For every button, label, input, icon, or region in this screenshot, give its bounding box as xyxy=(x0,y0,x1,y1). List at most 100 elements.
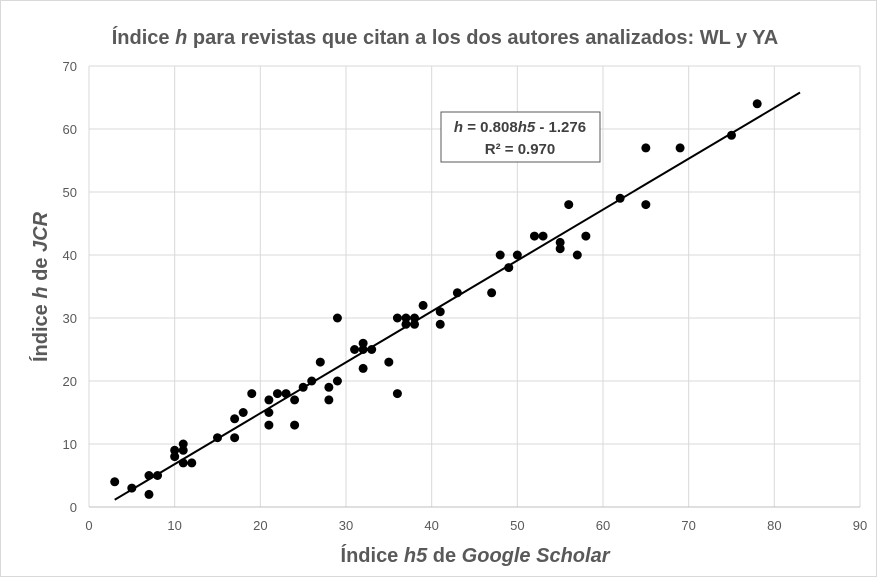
point xyxy=(555,237,565,247)
x-tick-label: 70 xyxy=(681,518,695,533)
point xyxy=(487,288,497,298)
point xyxy=(529,231,539,241)
point xyxy=(752,99,762,109)
point xyxy=(272,389,282,399)
label-part: Índice xyxy=(341,544,404,567)
x-tick-label: 90 xyxy=(853,518,867,533)
point xyxy=(435,307,445,317)
point xyxy=(264,420,274,430)
point xyxy=(358,338,368,348)
point xyxy=(170,445,180,455)
point xyxy=(538,231,548,241)
label-part: Índice xyxy=(29,299,52,362)
point xyxy=(290,395,300,405)
label-part: de xyxy=(427,545,461,567)
point xyxy=(401,319,411,329)
point xyxy=(213,433,222,443)
point xyxy=(170,452,180,462)
point xyxy=(410,313,420,323)
y-tick-label: 40 xyxy=(63,248,77,263)
point xyxy=(512,250,522,260)
point xyxy=(110,477,120,487)
point xyxy=(358,363,368,373)
point xyxy=(144,471,154,480)
chart-title: Índice h para revistas que citan a los d… xyxy=(112,26,779,49)
point xyxy=(298,382,308,392)
label-part: h5 xyxy=(404,545,428,567)
x-axis-label: Índice h5 de Google Scholar xyxy=(341,544,611,567)
point xyxy=(127,483,137,493)
eq-part: h xyxy=(454,119,463,136)
point xyxy=(307,376,317,386)
point xyxy=(392,313,402,323)
point xyxy=(452,288,462,298)
x-tick-label: 40 xyxy=(424,518,438,533)
equation: h = 0.808h5 - 1.276 xyxy=(454,119,586,136)
point xyxy=(281,389,291,399)
x-tick-label: 0 xyxy=(85,518,92,533)
point xyxy=(410,319,420,329)
y-tick-label: 20 xyxy=(63,374,77,389)
point xyxy=(238,408,248,417)
title-part: Índice xyxy=(112,26,175,49)
point xyxy=(384,357,394,367)
x-tick-label: 20 xyxy=(253,518,267,533)
point xyxy=(264,408,274,417)
label-part: de xyxy=(30,252,52,286)
y-tick-label: 70 xyxy=(63,59,77,74)
x-tick-label: 80 xyxy=(767,518,781,533)
eq-part: - 1.276 xyxy=(535,119,586,136)
x-tick-label: 10 xyxy=(167,518,181,533)
point xyxy=(641,143,651,153)
equation-box xyxy=(440,111,601,163)
point xyxy=(392,389,402,399)
point xyxy=(641,200,651,210)
eq-part: = 0.808 xyxy=(463,119,518,136)
point xyxy=(230,433,240,443)
point xyxy=(178,439,188,449)
y-tick-label: 10 xyxy=(63,437,77,452)
point xyxy=(324,382,334,392)
point xyxy=(178,445,188,455)
point xyxy=(358,345,368,354)
point xyxy=(418,300,428,310)
point xyxy=(247,389,257,399)
point xyxy=(435,319,445,329)
point xyxy=(504,263,514,273)
label-part: h xyxy=(30,286,52,298)
point xyxy=(572,250,582,260)
point xyxy=(401,313,411,323)
plot-area: 0 10 20 30 40 50 60 70 0 10 20 30 40 50 60 70 80 90 xyxy=(63,59,868,533)
point xyxy=(153,471,163,480)
point xyxy=(615,193,625,203)
point xyxy=(675,143,685,153)
y-tick-label: 0 xyxy=(70,500,77,515)
point xyxy=(187,458,197,468)
point xyxy=(230,414,240,424)
x-tick-label: 30 xyxy=(339,518,353,533)
title-part: h xyxy=(175,27,187,49)
y-tick-label: 30 xyxy=(63,311,77,326)
y-axis-label: Índice h de JCR xyxy=(29,211,52,362)
eq-part: h5 xyxy=(518,119,536,136)
label-part: Google Scholar xyxy=(462,545,611,567)
x-tick-label: 60 xyxy=(596,518,610,533)
point xyxy=(495,250,505,260)
point xyxy=(324,395,334,405)
y-tick-label: 60 xyxy=(63,122,77,137)
r-squared: R² = 0.970 xyxy=(485,141,555,158)
point xyxy=(350,345,360,354)
point xyxy=(332,376,342,386)
x-tick-label: 50 xyxy=(510,518,524,533)
point xyxy=(555,244,565,254)
point xyxy=(564,200,574,210)
point xyxy=(290,420,300,430)
point xyxy=(178,458,188,468)
point xyxy=(581,231,591,241)
y-tick-label: 50 xyxy=(63,185,77,200)
point xyxy=(332,313,342,323)
point xyxy=(144,489,154,499)
point xyxy=(264,395,274,405)
point xyxy=(315,357,325,367)
